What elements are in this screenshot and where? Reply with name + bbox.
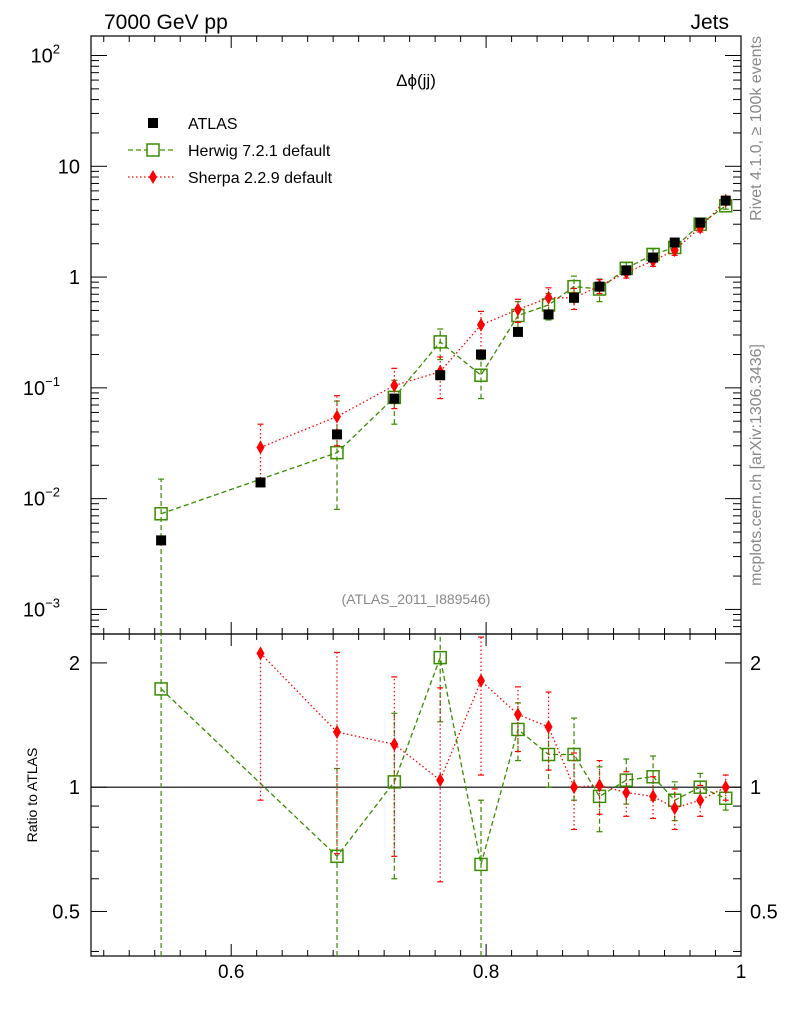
atlas-main-point bbox=[512, 326, 523, 337]
herwig-ratio-point bbox=[433, 650, 447, 665]
sherpa-ratio-point bbox=[570, 780, 579, 795]
mcplots-label: mcplots.cern.ch [arXiv:1306.3436] bbox=[748, 344, 765, 586]
ratio-axis-label: Ratio to ATLAS bbox=[24, 748, 40, 843]
x-tick-label: 0.6 bbox=[218, 962, 244, 983]
sherpa-ratio-point bbox=[544, 719, 553, 734]
sherpa-ratio-point bbox=[256, 646, 265, 661]
legend-sherpa-label: Sherpa 2.2.9 default bbox=[188, 170, 333, 187]
atlas-main-point bbox=[156, 535, 167, 546]
sherpa-ratio-point bbox=[436, 773, 445, 788]
herwig-ratio-point bbox=[330, 849, 344, 864]
rivet-label: Rivet 4.1.0, ≥ 100k events bbox=[748, 36, 765, 221]
atlas-main-point bbox=[435, 370, 446, 381]
header-right: Jets bbox=[690, 11, 729, 34]
y-tick-label: 10−1 bbox=[23, 374, 60, 400]
sherpa-ratio-point bbox=[332, 725, 341, 740]
legend-item-herwig: Herwig 7.2.1 default bbox=[128, 143, 331, 160]
legend-atlas-label: ATLAS bbox=[188, 116, 238, 133]
y-tick-label: 102 bbox=[31, 42, 60, 68]
ratio-y-tick-label-right: 2 bbox=[750, 653, 761, 675]
ratio-data-layer bbox=[154, 634, 733, 956]
legend-item-atlas: ATLAS bbox=[148, 116, 238, 133]
atlas-main-point bbox=[695, 217, 706, 228]
sherpa-main-point bbox=[390, 378, 399, 393]
herwig-ratio-line bbox=[160, 655, 726, 865]
herwig-ratio-point bbox=[154, 682, 168, 696]
ratio-y-tick-label-right: 1 bbox=[750, 777, 761, 799]
sherpa-ratio-point bbox=[696, 793, 705, 808]
y-tick-label: 10−3 bbox=[23, 595, 60, 621]
atlas-main-point bbox=[476, 349, 486, 360]
main-data-layer bbox=[154, 193, 733, 634]
sherpa-ratio-point bbox=[670, 801, 679, 816]
herwig-ratio-point bbox=[646, 769, 660, 784]
herwig-ratio-point bbox=[541, 747, 556, 762]
atlas-main-point bbox=[648, 252, 659, 263]
sherpa-main-point bbox=[544, 290, 553, 305]
analysis-watermark: (ATLAS_2011_I889546) bbox=[342, 591, 491, 607]
x-tick-label: 1 bbox=[736, 962, 747, 983]
atlas-main-point bbox=[255, 477, 266, 488]
atlas-main-point bbox=[569, 292, 580, 303]
y-tick-label: 10−2 bbox=[23, 485, 60, 511]
sherpa-main-point bbox=[477, 317, 485, 332]
y-tick-label: 1 bbox=[69, 267, 80, 289]
ratio-plot-panel: Ratio to ATLAS 0.6 0.8 1 2 2 1 1 0.5 0.5 bbox=[24, 633, 778, 983]
ratio-axis-ticks: 0.6 0.8 1 2 2 1 1 0.5 0.5 bbox=[52, 634, 778, 983]
y-tick-label: 10 bbox=[58, 156, 80, 178]
main-axis-ticks: 102 10 1 10−1 10−2 10−3 bbox=[23, 36, 742, 635]
herwig-main-point bbox=[474, 368, 488, 382]
sherpa-main-point bbox=[513, 302, 522, 317]
herwig-main-point bbox=[330, 445, 344, 460]
header-left: 7000 GeV pp bbox=[104, 11, 228, 34]
herwig-main-line bbox=[160, 205, 727, 515]
herwig-ratio-point bbox=[693, 780, 707, 794]
sherpa-main-line bbox=[260, 200, 727, 449]
ratio-y-tick-label: 1 bbox=[69, 777, 80, 799]
sherpa-ratio-point bbox=[390, 737, 399, 752]
atlas-main-point bbox=[389, 393, 400, 404]
atlas-main-point bbox=[720, 195, 731, 206]
atlas-main-point bbox=[621, 265, 632, 276]
sherpa-ratio-point bbox=[649, 789, 658, 804]
sherpa-main-point bbox=[256, 440, 265, 455]
sherpa-ratio-line bbox=[260, 652, 726, 809]
ratio-y-tick-label-right: 0.5 bbox=[750, 901, 778, 923]
legend-item-sherpa: Sherpa 2.2.9 default bbox=[128, 170, 333, 187]
atlas-main-point bbox=[331, 429, 342, 440]
sherpa-ratio-point bbox=[721, 780, 730, 795]
legend-herwig-marker bbox=[146, 143, 160, 157]
atlas-main-point bbox=[594, 281, 605, 292]
sherpa-ratio-point bbox=[595, 778, 604, 793]
atlas-main-point bbox=[543, 309, 554, 320]
herwig-ratio-point bbox=[474, 857, 488, 872]
sherpa-ratio-point bbox=[513, 707, 522, 722]
plot-title: Δϕ(jj) bbox=[396, 71, 436, 90]
herwig-main-point bbox=[433, 335, 447, 349]
legend-herwig-label: Herwig 7.2.1 default bbox=[188, 143, 331, 160]
x-tick-label: 0.8 bbox=[473, 962, 499, 983]
main-plot-panel: Δϕ(jj) (ATLAS_2011_I889546) 10210110−110… bbox=[23, 35, 742, 635]
ratio-plot-frame bbox=[90, 633, 742, 957]
sherpa-ratio-point bbox=[622, 785, 631, 800]
legend-sherpa-marker bbox=[149, 170, 157, 184]
legend: ATLAS Herwig 7.2.1 default Sherpa 2.2.9 … bbox=[128, 116, 333, 187]
atlas-main-point bbox=[669, 237, 680, 248]
ratio-y-tick-label: 0.5 bbox=[52, 901, 80, 923]
sherpa-ratio-point bbox=[477, 673, 485, 688]
legend-atlas-marker bbox=[148, 118, 158, 128]
sherpa-main-point bbox=[332, 409, 341, 424]
herwig-main-point bbox=[154, 507, 168, 521]
ratio-y-tick-label: 2 bbox=[69, 653, 80, 675]
